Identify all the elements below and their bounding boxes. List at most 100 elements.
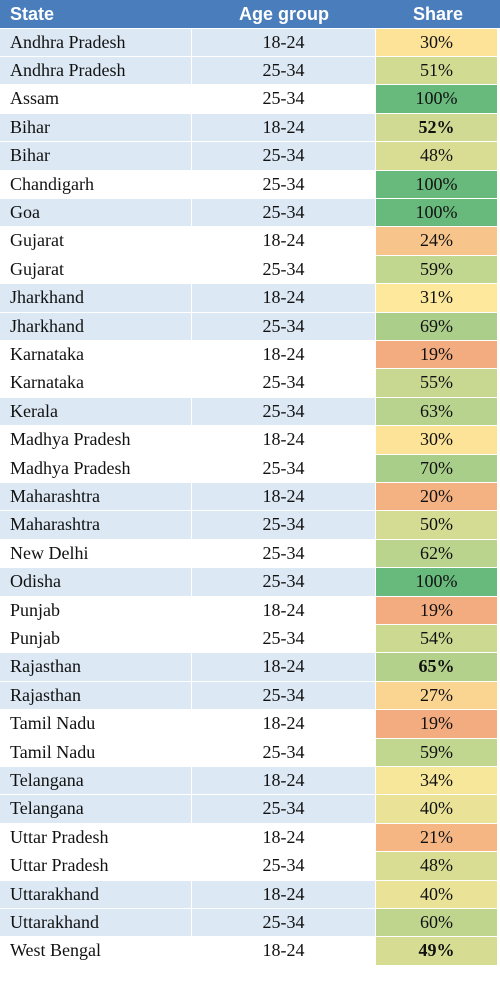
share-cell: 48%	[376, 852, 497, 880]
state-cell: Tamil Nadu	[0, 710, 191, 738]
age-group-cell: 18-24	[192, 284, 375, 312]
age-group-cell: 18-24	[192, 227, 375, 255]
age-group-cell: 18-24	[192, 341, 375, 369]
header-cell: Age group	[192, 0, 376, 28]
share-cell: 59%	[376, 255, 497, 284]
age-group-cell: 25-34	[192, 539, 375, 568]
share-cell: 21%	[376, 823, 497, 852]
age-group-cell: 25-34	[192, 909, 375, 937]
age-group-cell: 25-34	[192, 568, 375, 596]
age-group-cell: 18-24	[192, 113, 375, 142]
age-group-cell: 25-34	[192, 795, 375, 823]
state-cell: Madhya Pradesh	[0, 426, 191, 454]
age-group-cell: 25-34	[192, 199, 375, 227]
share-cell: 34%	[376, 767, 497, 795]
state-cell: Telangana	[0, 795, 191, 823]
age-group-cell: 25-34	[192, 85, 375, 113]
state-cell: Madhya Pradesh	[0, 454, 191, 482]
state-cell: Uttarakhand	[0, 909, 191, 937]
age-group-cell: 18-24	[192, 653, 375, 681]
share-cell: 55%	[376, 369, 497, 397]
age-group-cell: 25-34	[192, 397, 375, 426]
age-group-cell: 25-34	[192, 738, 375, 766]
age-group-cell: 25-34	[192, 454, 375, 482]
header-cell: Share	[376, 0, 500, 28]
age-group-cell: 25-34	[192, 625, 375, 653]
state-cell: Chandigarh	[0, 170, 191, 198]
state-cell: Telangana	[0, 767, 191, 795]
share-cell: 52%	[376, 113, 497, 142]
state-cell: Rajasthan	[0, 653, 191, 681]
age-group-cell: 25-34	[192, 369, 375, 397]
share-cell: 51%	[376, 57, 497, 85]
share-cell: 27%	[376, 681, 497, 710]
state-cell: Maharashtra	[0, 483, 191, 511]
state-cell: Kerala	[0, 397, 191, 426]
state-cell: West Bengal	[0, 937, 191, 965]
age-group-cell: 18-24	[192, 823, 375, 852]
share-cell: 50%	[376, 511, 497, 539]
state-cell: Odisha	[0, 568, 191, 596]
share-cell: 40%	[376, 795, 497, 823]
share-cell: 100%	[376, 199, 497, 227]
age-group-cell: 18-24	[192, 426, 375, 454]
share-cell: 100%	[376, 85, 497, 113]
header-cell: State	[0, 0, 192, 28]
state-cell: Punjab	[0, 596, 191, 624]
state-cell: Tamil Nadu	[0, 738, 191, 766]
age-group-cell: 18-24	[192, 880, 375, 908]
share-cell: 49%	[376, 937, 497, 965]
state-cell: Karnataka	[0, 369, 191, 397]
age-group-cell: 18-24	[192, 710, 375, 738]
state-cell: Assam	[0, 85, 191, 113]
state-cell: Maharashtra	[0, 511, 191, 539]
age-group-cell: 18-24	[192, 767, 375, 795]
state-cell: Uttar Pradesh	[0, 823, 191, 852]
state-cell: Gujarat	[0, 227, 191, 255]
age-group-cell: 18-24	[192, 28, 375, 56]
share-cell: 31%	[376, 284, 497, 312]
share-cell: 30%	[376, 426, 497, 454]
share-cell: 100%	[376, 568, 497, 596]
state-cell: Uttarakhand	[0, 880, 191, 908]
state-cell: Andhra Pradesh	[0, 28, 191, 56]
share-cell: 63%	[376, 397, 497, 426]
share-cell: 19%	[376, 596, 497, 624]
state-cell: Goa	[0, 199, 191, 227]
share-cell: 60%	[376, 909, 497, 937]
share-cell: 70%	[376, 454, 497, 482]
share-cell: 62%	[376, 539, 497, 568]
state-cell: Bihar	[0, 113, 191, 142]
share-cell: 19%	[376, 710, 497, 738]
state-cell: Rajasthan	[0, 681, 191, 710]
share-cell: 19%	[376, 341, 497, 369]
state-cell: Jharkhand	[0, 284, 191, 312]
share-cell: 54%	[376, 625, 497, 653]
state-cell: Andhra Pradesh	[0, 57, 191, 85]
age-group-cell: 18-24	[192, 937, 375, 965]
share-cell: 69%	[376, 312, 497, 340]
age-group-cell: 25-34	[192, 142, 375, 170]
share-cell: 65%	[376, 653, 497, 681]
share-cell: 30%	[376, 28, 497, 56]
state-cell: Punjab	[0, 625, 191, 653]
share-cell: 48%	[376, 142, 497, 170]
age-group-cell: 18-24	[192, 596, 375, 624]
age-group-cell: 25-34	[192, 57, 375, 85]
share-cell: 40%	[376, 880, 497, 908]
age-group-cell: 25-34	[192, 170, 375, 198]
state-cell: Gujarat	[0, 255, 191, 284]
age-group-cell: 25-34	[192, 511, 375, 539]
age-group-cell: 25-34	[192, 312, 375, 340]
state-cell: Uttar Pradesh	[0, 852, 191, 880]
age-group-cell: 18-24	[192, 483, 375, 511]
state-cell: Karnataka	[0, 341, 191, 369]
state-cell: New Delhi	[0, 539, 191, 568]
share-cell: 100%	[376, 170, 497, 198]
state-cell: Bihar	[0, 142, 191, 170]
share-cell: 59%	[376, 738, 497, 766]
age-group-cell: 25-34	[192, 852, 375, 880]
age-group-cell: 25-34	[192, 255, 375, 284]
state-cell: Jharkhand	[0, 312, 191, 340]
share-cell: 24%	[376, 227, 497, 255]
